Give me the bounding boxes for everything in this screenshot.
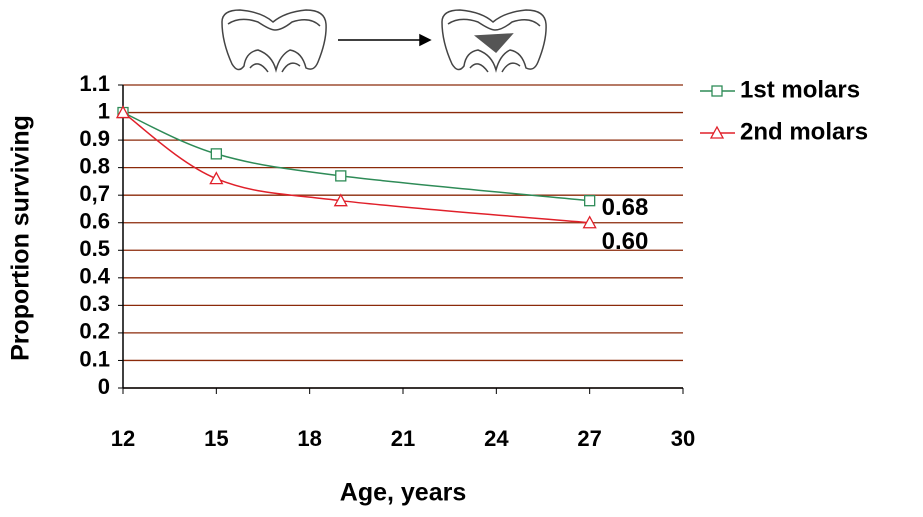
- y-tick-label: 0.4: [79, 264, 110, 289]
- y-tick-label: 1: [98, 98, 110, 123]
- marker: [210, 173, 222, 184]
- x-axis-title: Age, years: [340, 479, 466, 507]
- y-tick-label: 0,7: [79, 181, 110, 206]
- y-tick-label: 0.9: [79, 126, 110, 151]
- legend-label: 2nd molars: [740, 118, 868, 145]
- y-tick-label: 0.5: [79, 236, 110, 261]
- marker: [211, 149, 221, 159]
- tooth-icons: [222, 10, 546, 72]
- x-tick-label: 30: [671, 426, 695, 451]
- y-tick-label: 0.2: [79, 319, 110, 344]
- y-tick-label: 0.6: [79, 209, 110, 234]
- legend-label: 1st molars: [740, 76, 860, 103]
- data-label: 0.68: [602, 194, 649, 221]
- tooth-healthy: [222, 10, 326, 70]
- x-tick-label: 27: [577, 426, 601, 451]
- marker: [712, 86, 722, 96]
- y-axis-title: Proportion surviving: [7, 115, 35, 361]
- y-tick-label: 0.8: [79, 153, 110, 178]
- y-tick-label: 0.1: [79, 346, 110, 371]
- x-tick-label: 18: [297, 426, 321, 451]
- x-tick-label: 21: [391, 426, 415, 451]
- arrow-head: [420, 35, 430, 45]
- data-label: 0.60: [602, 228, 649, 255]
- y-tick-label: 0: [98, 374, 110, 399]
- page: Age, years Proportion surviving 0 0.10.2 0…: [0, 0, 923, 517]
- chart: Age, years Proportion surviving 0 0.10.2 0…: [0, 0, 923, 512]
- x-tick-label: 12: [111, 426, 135, 451]
- y-tick-label: 0.3: [79, 291, 110, 316]
- marker: [585, 196, 595, 206]
- y-tick-label: 1.1: [79, 71, 110, 96]
- x-tick-label: 15: [204, 426, 228, 451]
- marker: [336, 171, 346, 181]
- series-line: [123, 113, 590, 201]
- x-tick-label: 24: [484, 426, 509, 451]
